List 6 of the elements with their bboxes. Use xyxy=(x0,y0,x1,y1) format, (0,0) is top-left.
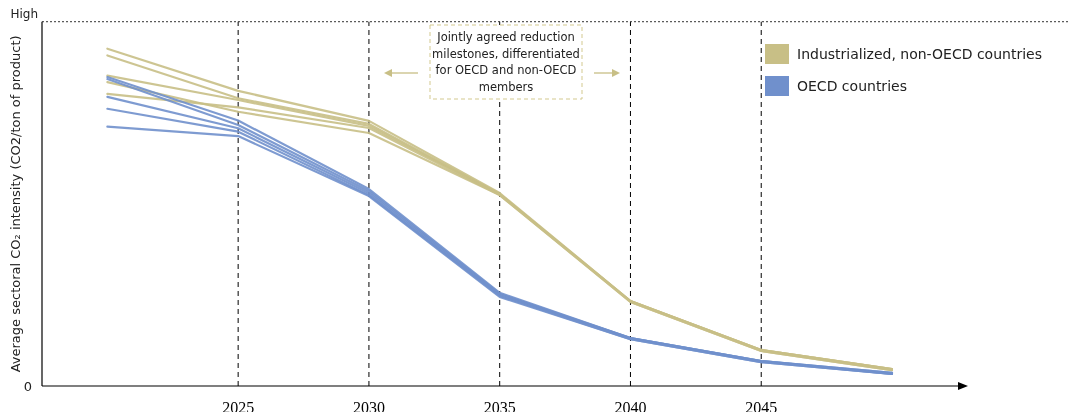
legend-label: Industrialized, non-OECD countries xyxy=(797,46,1042,62)
legend-label: OECD countries xyxy=(797,78,907,94)
ref-line-label: High xyxy=(10,6,38,21)
y-axis-title: Average sectoral CO₂ intensity (CO2/ton of product) xyxy=(8,35,23,373)
annotation: Jointly agreed reduction milestones, differentiated for OECD and non-OECD members xyxy=(432,30,580,94)
text: 0 xyxy=(23,379,32,394)
